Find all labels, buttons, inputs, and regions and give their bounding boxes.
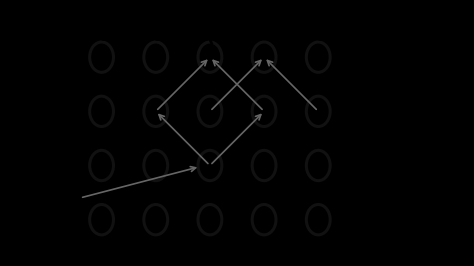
Text: metal
cation: metal cation: [332, 46, 362, 68]
Text: Drude Model (Free electron gas): Drude Model (Free electron gas): [59, 26, 415, 45]
Text: e⁻: e⁻: [70, 185, 83, 195]
